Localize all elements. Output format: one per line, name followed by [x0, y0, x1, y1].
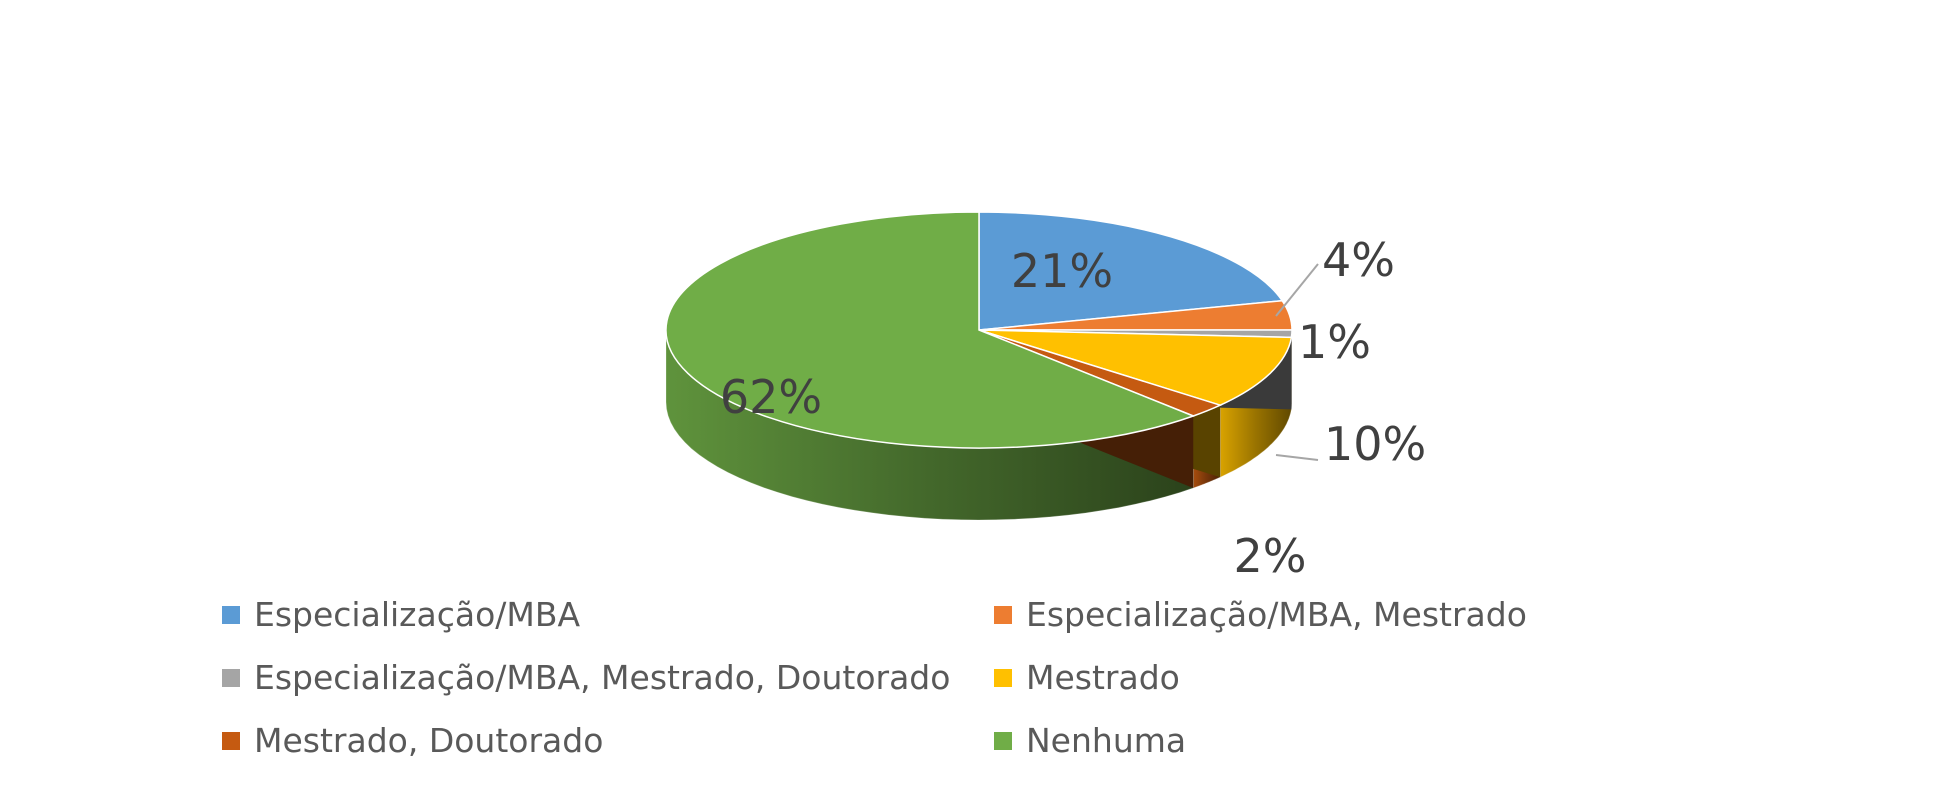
data-label-especializacao-mba: 21% [1011, 244, 1113, 298]
leader-line-mestrado [1275, 454, 1319, 461]
legend-swatch [994, 732, 1012, 750]
legend-swatch [994, 669, 1012, 687]
legend-swatch [222, 606, 240, 624]
legend-label: Mestrado [1026, 658, 1180, 697]
data-label-nenhuma: 62% [720, 370, 822, 424]
legend-item-mestrado: Mestrado [994, 658, 1180, 697]
data-label-especializacao-mba-mestrado-doutorado: 1% [1298, 315, 1371, 369]
leader-lines [1275, 263, 1319, 461]
legend-label: Mestrado, Doutorado [254, 721, 603, 760]
legend: Especialização/MBA Especialização/MBA, Me… [222, 595, 1527, 760]
legend-item-especializacao-mba: Especialização/MBA [222, 595, 580, 634]
legend-label: Especialização/MBA, Mestrado [1026, 595, 1527, 634]
legend-swatch [222, 669, 240, 687]
legend-item-nenhuma: Nenhuma [994, 721, 1186, 760]
legend-label: Nenhuma [1026, 721, 1186, 760]
legend-label: Especialização/MBA [254, 595, 580, 634]
legend-item-mestrado-doutorado: Mestrado, Doutorado [222, 721, 603, 760]
leader-line-especializacao-mba-mestrado [1275, 263, 1319, 317]
legend-label: Especialização/MBA, Mestrado, Doutorado [254, 658, 950, 697]
data-label-mestrado-doutorado: 2% [1234, 529, 1307, 583]
legend-swatch [222, 732, 240, 750]
legend-item-especializacao-mba-mestrado-doutorado: Especialização/MBA, Mestrado, Doutorado [222, 658, 950, 697]
pie-tops [665, 211, 1293, 449]
data-label-especializacao-mba-mestrado: 4% [1322, 233, 1395, 287]
data-label-mestrado: 10% [1324, 417, 1426, 471]
data-labels: 21% 4% 1% 10% 2% 62% [720, 233, 1426, 583]
legend-swatch [994, 606, 1012, 624]
pie-slice-mestrado [978, 329, 1293, 407]
legend-item-especializacao-mba-mestrado: Especialização/MBA, Mestrado [994, 595, 1527, 634]
pie-slice-especializacao-mba [978, 211, 1284, 331]
pie-slice-nenhuma [665, 211, 1196, 449]
